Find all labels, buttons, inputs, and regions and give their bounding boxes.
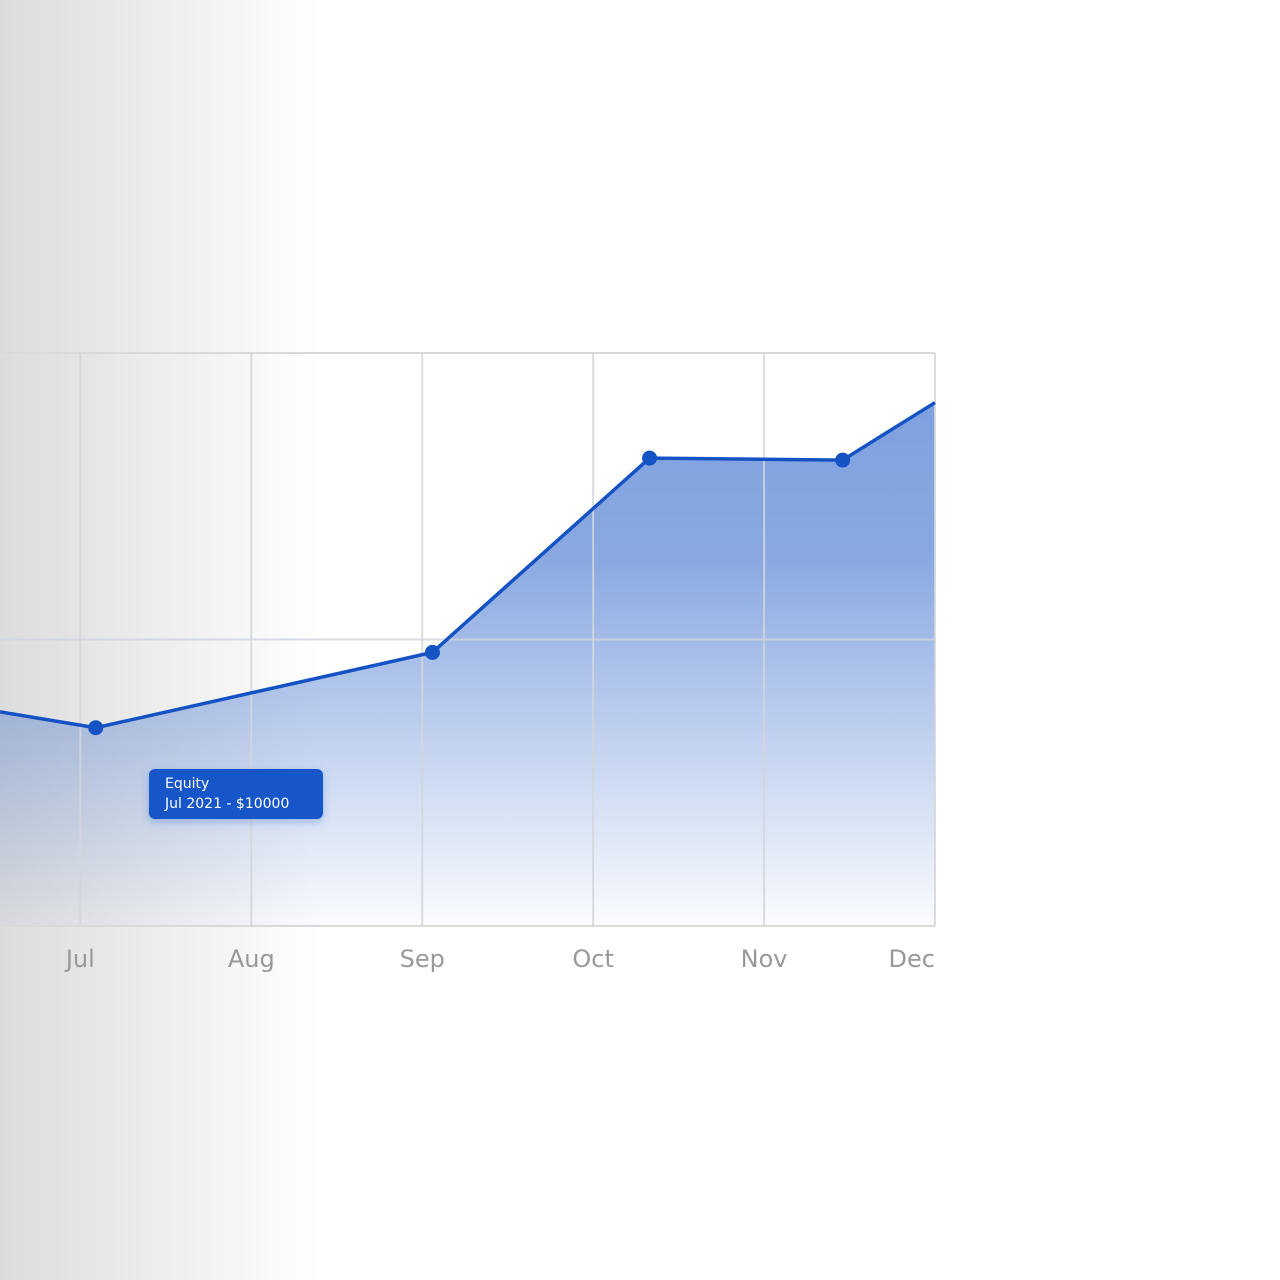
x-tick-label: Oct (572, 945, 614, 973)
tooltip-box (149, 769, 323, 819)
line (0, 401, 936, 730)
x-tick-label: Aug (228, 945, 275, 973)
point (642, 450, 658, 466)
point (424, 644, 440, 660)
x-tick-label: Jul (64, 945, 95, 973)
x-tick-label: Dec (889, 945, 935, 973)
tooltip (149, 769, 323, 819)
tooltip-text: Jul 2021 - $10000 (164, 796, 289, 812)
tooltip-title: Equity (165, 776, 209, 792)
x-tick-label: Nov (741, 945, 788, 973)
point (88, 720, 104, 736)
x-tick-label: Sep (400, 945, 445, 973)
point (835, 452, 851, 468)
